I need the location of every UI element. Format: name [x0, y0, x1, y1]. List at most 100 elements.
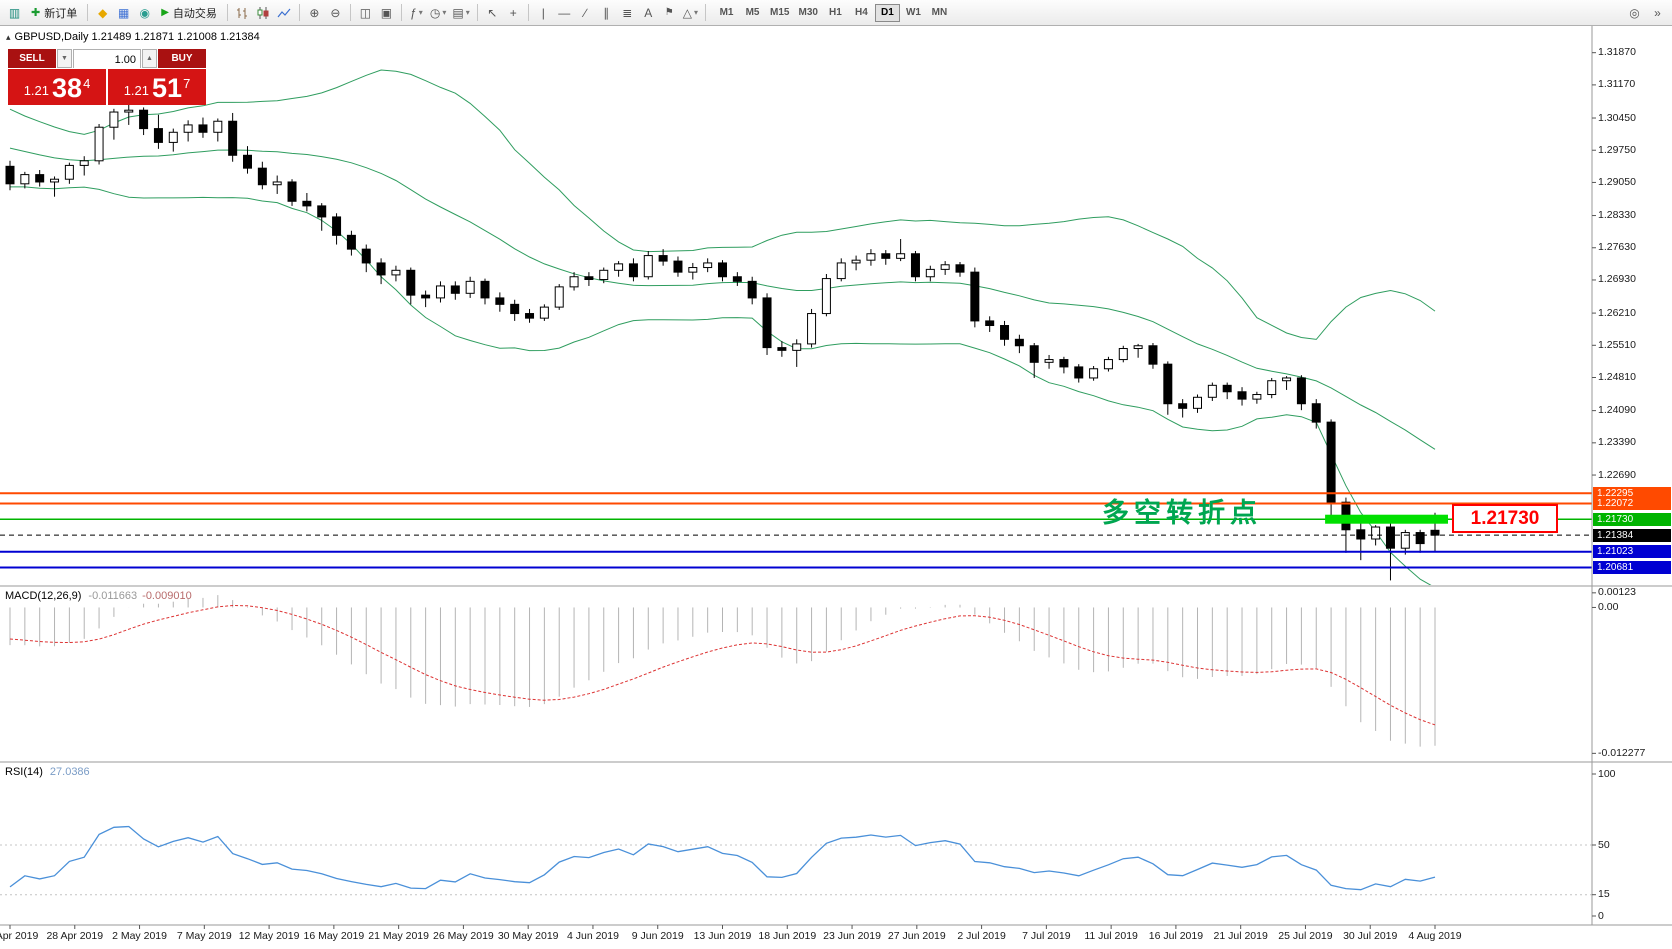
candle-body — [257, 167, 267, 186]
candle-body — [569, 276, 579, 288]
templates-menu[interactable]: ▤ ▾ — [449, 3, 472, 23]
zoom-out-icon[interactable]: ⊖ — [330, 5, 341, 20]
candle-body — [109, 111, 119, 128]
separator — [298, 4, 300, 21]
timeframe-h1[interactable]: H1 — [829, 7, 842, 18]
candle-body — [1237, 391, 1247, 400]
level-tag-1.21384[interactable]: 1.21384 — [1593, 528, 1671, 542]
separator — [527, 4, 529, 21]
zoom-in-icon[interactable]: ⊕ — [309, 5, 320, 20]
sell-button[interactable]: SELL — [8, 49, 56, 68]
macd-signal-line — [9, 604, 1436, 726]
timeframe-m30[interactable]: M30 — [798, 7, 818, 18]
candle-body — [1371, 526, 1381, 540]
chart-canvas[interactable] — [0, 26, 1672, 949]
sell-price-big: 38 — [52, 73, 83, 103]
bar-chart-icon[interactable] — [232, 3, 253, 23]
timeframe-m1[interactable]: M1 — [719, 7, 734, 18]
level-tag-1.22072[interactable]: 1.22072 — [1593, 496, 1671, 510]
more-icon[interactable]: » — [1654, 6, 1661, 20]
chevron-down-icon: ▾ — [694, 8, 699, 17]
annotation-text[interactable]: 多空转折点 — [1102, 498, 1262, 528]
timeframe-w1[interactable]: W1 — [905, 7, 921, 18]
periods-menu[interactable]: ◷ ▾ — [427, 3, 450, 23]
candle-body — [525, 313, 535, 319]
timeframe-mn[interactable]: MN — [931, 7, 948, 18]
fibonacci-icon[interactable]: ≣ — [622, 5, 633, 20]
community-icon[interactable]: ◉ — [139, 5, 150, 20]
volume-decrease-button[interactable]: ▼ — [57, 49, 72, 68]
macd-panel — [9, 595, 1436, 747]
price-callout[interactable]: 1.21730 — [1452, 504, 1558, 533]
candle-body — [50, 178, 60, 183]
timeframe-d1[interactable]: D1 — [874, 3, 900, 22]
timeframe-m15[interactable]: M15 — [770, 7, 790, 18]
channel-icon[interactable]: ∥ — [603, 5, 610, 20]
search-icon[interactable]: ◎ — [1629, 6, 1640, 20]
candle-body — [732, 276, 742, 282]
cursor-icon[interactable]: ↖ — [487, 5, 498, 20]
candle-body — [584, 276, 594, 281]
sell-price-button[interactable]: 1.21 38 4 — [8, 69, 106, 105]
macd-value-signal: -0.009010 — [142, 590, 192, 602]
price-axis-label: 1.24810 — [1598, 371, 1636, 383]
candle-body — [1014, 338, 1024, 347]
date-axis-label: 4 Aug 2019 — [1408, 930, 1462, 942]
one-click-trading-panel: SELL ▼ ▲ BUY 1.21 38 4 1.21 51 7 — [8, 49, 206, 105]
level-tag-1.21730[interactable]: 1.21730 — [1593, 512, 1671, 526]
tile-windows-icon[interactable]: ◫ — [359, 5, 372, 20]
text-tool-icon[interactable]: A — [644, 5, 653, 20]
terminal-icon[interactable]: ▥ — [8, 5, 21, 20]
candle-body — [1415, 532, 1425, 545]
timeframe-m5[interactable]: M5 — [745, 7, 760, 18]
separator — [87, 4, 89, 21]
buy-price-button[interactable]: 1.21 51 7 — [108, 69, 206, 105]
buy-button[interactable]: BUY — [158, 49, 206, 68]
indicators-menu[interactable]: ƒ ▾ — [406, 3, 427, 23]
sell-price-prefix: 1.21 — [23, 83, 50, 98]
candle-body — [1148, 345, 1158, 365]
one-click-toggle-icon[interactable]: ▴ — [6, 31, 11, 42]
vertical-line-icon[interactable]: | — [541, 5, 545, 20]
candle-body — [287, 181, 297, 202]
level-tag-1.21023[interactable]: 1.21023 — [1593, 545, 1671, 559]
volume-input[interactable] — [74, 51, 140, 69]
autotrade-button[interactable]: ▶ 自动交易 — [155, 3, 223, 23]
price-axis-label: 1.23390 — [1598, 436, 1636, 449]
volume-increase-button[interactable]: ▲ — [142, 49, 157, 68]
candle-body — [302, 200, 312, 207]
horizontal-line-icon[interactable]: — — [558, 5, 571, 20]
label-tool-icon[interactable]: ⚑ — [664, 7, 674, 18]
shapes-icon: △ — [682, 5, 693, 20]
candlestick-chart-icon[interactable] — [253, 3, 274, 23]
arrange-windows-icon[interactable]: ▣ — [380, 5, 393, 20]
trendline-icon[interactable]: ∕ — [584, 5, 587, 20]
candle-body — [1296, 377, 1306, 405]
mql5-icon[interactable]: ◆ — [98, 5, 108, 20]
turning-point-bar[interactable] — [1325, 514, 1448, 524]
candle-body — [64, 164, 74, 180]
candle-body — [480, 280, 490, 299]
chevron-down-icon: ▾ — [442, 8, 447, 17]
candle-body — [168, 131, 178, 143]
new-order-button[interactable]: ✚ 新订单 — [25, 3, 83, 23]
line-chart-icon[interactable] — [274, 3, 295, 23]
bollinger-lower-band — [10, 186, 1432, 585]
candle-body — [1044, 359, 1054, 363]
price-axis-label: 1.29050 — [1598, 175, 1636, 188]
level-tag-1.20681[interactable]: 1.20681 — [1593, 560, 1671, 574]
toolbar-right: ◎ » — [1624, 3, 1668, 23]
timeframe-h4[interactable]: H4 — [855, 7, 868, 18]
buy-price-big: 51 — [152, 73, 183, 103]
crosshair-icon[interactable]: + — [509, 5, 517, 20]
price-axis-label: 1.28330 — [1598, 209, 1636, 222]
rsi-value: 27.0386 — [49, 766, 90, 778]
level-tag-1.22295[interactable]: 1.22295 — [1593, 486, 1671, 500]
market-icon[interactable]: ▦ — [118, 5, 130, 20]
candle-body — [1356, 529, 1366, 540]
date-axis-label: 11 Jul 2019 — [1084, 930, 1138, 942]
candle-body — [183, 124, 193, 133]
separator — [705, 4, 707, 21]
candle-body — [1207, 384, 1217, 398]
shapes-menu[interactable]: △ ▾ — [680, 3, 701, 23]
